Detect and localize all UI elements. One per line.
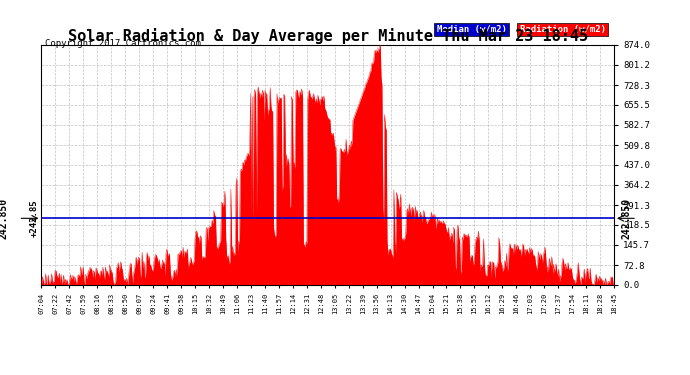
Text: 242.850: 242.850 bbox=[621, 198, 631, 239]
Text: Median (w/m2): Median (w/m2) bbox=[437, 25, 506, 34]
Text: 242.850: 242.850 bbox=[0, 198, 8, 239]
Title: Solar Radiation & Day Average per Minute Thu Mar 23 18:45: Solar Radiation & Day Average per Minute… bbox=[68, 28, 588, 44]
Text: +242.85: +242.85 bbox=[30, 200, 39, 237]
Text: Copyright 2017 Cartronics.com: Copyright 2017 Cartronics.com bbox=[45, 39, 201, 48]
Text: Radiation (w/m2): Radiation (w/m2) bbox=[520, 25, 606, 34]
